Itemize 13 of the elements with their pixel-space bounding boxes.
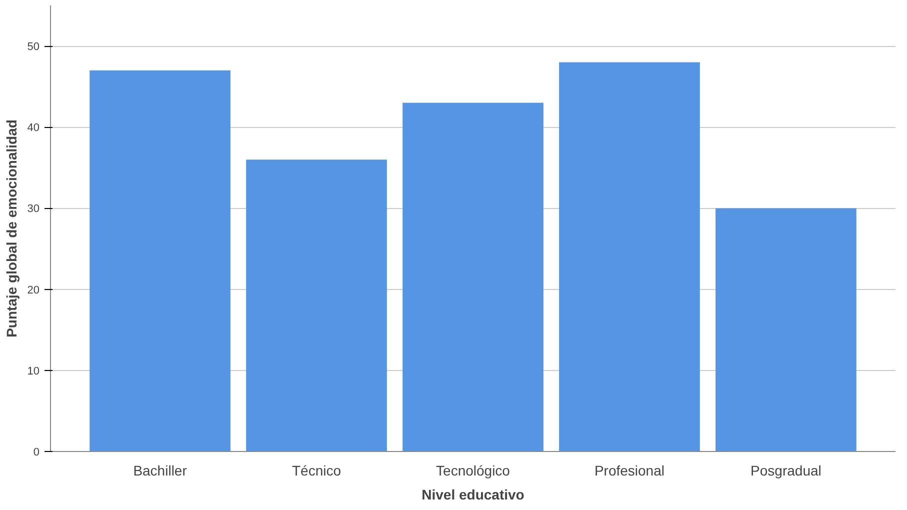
- x-tick-label: Tecnológico: [436, 462, 510, 478]
- y-tick-label: 0: [33, 446, 40, 458]
- y-tick-label: 20: [27, 284, 40, 296]
- x-tick-label: Profesional: [594, 462, 665, 478]
- y-tick-label: 50: [27, 41, 40, 54]
- x-tick-label: Posgradual: [750, 462, 822, 478]
- x-tick-label: Bachiller: [133, 462, 188, 478]
- y-tick-label: 40: [27, 122, 40, 134]
- y-axis-title: Puntaje global de emocionalidad: [3, 120, 20, 338]
- x-axis-title: Nivel educativo: [422, 486, 524, 502]
- y-tick-label: 10: [27, 365, 40, 378]
- x-tick-label: Técnico: [292, 462, 342, 478]
- y-tick-label: 30: [27, 203, 40, 216]
